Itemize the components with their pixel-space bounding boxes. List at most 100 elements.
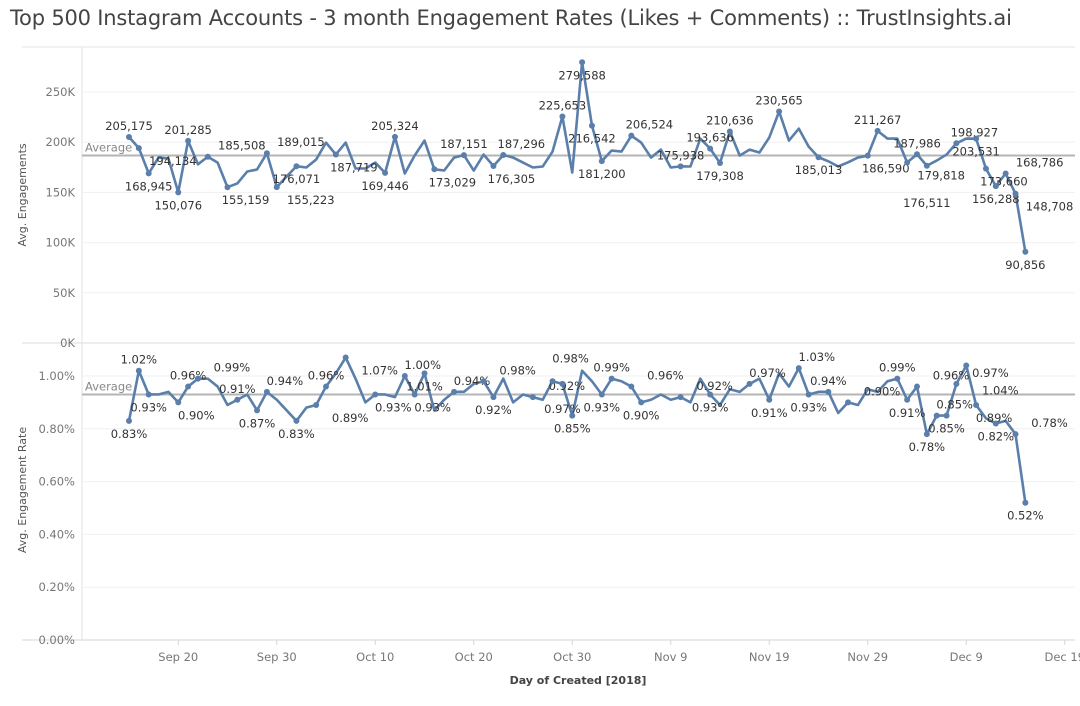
engagement-rate-point: [608, 375, 615, 382]
engagement-rate-point: [805, 391, 812, 398]
engagement-rate-point: [323, 383, 329, 390]
engagement-rate-data-label: 0.93%: [414, 400, 451, 414]
engagement-rate-point: [559, 380, 566, 387]
engagement-rate-point: [194, 375, 201, 382]
x-tick-label: Nov 9: [654, 650, 687, 664]
engagement-rate-point: [628, 383, 635, 390]
engagements-point: [923, 162, 930, 169]
chart-title: Top 500 Instagram Accounts - 3 month Eng…: [10, 6, 1012, 30]
engagements-point: [677, 163, 684, 170]
engagements-data-label: 187,719: [330, 161, 378, 175]
engagement-rate-data-label: 0.52%: [1007, 509, 1044, 523]
x-tick-label: Dec 19: [1044, 650, 1080, 664]
engagements-point: [973, 135, 980, 142]
engagements-data-label: 181,200: [578, 167, 626, 181]
engagements-point: [1012, 190, 1019, 197]
engagements-point: [598, 158, 605, 165]
y-axis-title: Avg. Engagements: [16, 143, 29, 247]
engagement-rate-data-label: 1.02%: [121, 353, 158, 367]
engagements-data-label: 168,945: [125, 179, 173, 193]
engagement-rate-point: [638, 399, 645, 406]
engagement-rate-data-label: 0.97%: [544, 402, 581, 416]
engagements-data-label: 205,175: [105, 119, 153, 133]
engagement-rate-data-label: 0.93%: [790, 400, 827, 414]
engagement-rate-data-label: 1.00%: [405, 358, 442, 372]
engagement-rate-point: [421, 370, 428, 377]
engagement-rate-data-label: 1.07%: [361, 364, 398, 378]
engagement-rate-point: [904, 396, 911, 403]
engagement-rate-data-label: 0.90%: [864, 384, 901, 398]
engagement-rate-data-label: 1.04%: [982, 383, 1019, 397]
engagement-rate-data-label: 0.97%: [749, 366, 786, 380]
y-tick-label: 0.80%: [38, 422, 75, 436]
x-tick-label: Sep 30: [257, 650, 297, 664]
engagement-rate-data-label: 0.83%: [278, 427, 315, 441]
engagements-data-label: 90,856: [1005, 258, 1045, 272]
engagements-data-label: 230,565: [755, 94, 803, 108]
engagement-rate-data-label: 1.01%: [406, 379, 443, 393]
y-tick-label: 0.00%: [38, 633, 75, 647]
engagement-rate-line: [127, 356, 1027, 503]
engagement-rate-point: [845, 399, 852, 406]
engagement-rate-point: [923, 431, 930, 438]
engagement-rate-data-label: 0.91%: [751, 406, 788, 420]
engagements-point: [145, 170, 152, 177]
engagements-data-label: 189,015: [277, 135, 325, 149]
engagements-data-label: 156,288: [972, 192, 1020, 206]
engagements-point: [332, 151, 339, 158]
engagements-point: [559, 113, 566, 120]
engagements-data-label: 176,071: [273, 172, 321, 186]
engagements-point: [224, 184, 231, 191]
engagement-rate-point: [795, 365, 802, 372]
engagement-rate-point: [185, 383, 192, 390]
engagement-rate-point: [746, 380, 753, 387]
engagement-rate-data-label: 0.82%: [978, 430, 1015, 444]
engagement-rate-point: [342, 354, 349, 361]
engagement-rate-point: [234, 396, 241, 403]
engagement-rate-point: [145, 391, 152, 398]
engagement-rate-point: [372, 391, 379, 398]
engagement-rate-point: [254, 407, 261, 414]
engagement-rate-point: [677, 394, 684, 401]
engagement-rate-point: [598, 391, 605, 398]
engagement-rate-data-label: 0.92%: [549, 379, 586, 393]
engagements-point: [815, 154, 822, 161]
engagement-rate-data-label: 0.99%: [214, 361, 251, 375]
engagement-rate-data-label: 0.93%: [375, 400, 412, 414]
engagements-data-label: 225,653: [539, 98, 587, 112]
engagements-point: [717, 159, 723, 166]
engagement-rate-point: [490, 394, 497, 401]
engagements-point: [982, 165, 989, 172]
engagement-rate-data-label: 0.85%: [936, 398, 973, 412]
engagement-rate-point: [135, 367, 142, 374]
engagement-rate-point: [933, 412, 940, 419]
y-tick-label: 150K: [46, 185, 76, 199]
engagements-data-label: 179,308: [696, 169, 744, 183]
engagement-rate-data-label: 0.97%: [972, 366, 1009, 380]
x-tick-label: Sep 20: [158, 650, 198, 664]
engagement-rate-data-label: 0.93%: [584, 400, 621, 414]
engagement-rate-point: [766, 396, 773, 403]
engagements-data-label: 187,296: [498, 137, 546, 151]
engagements-point: [175, 189, 182, 196]
x-tick-label: Oct 30: [553, 650, 591, 664]
y-axis-title: Avg. Engagement Rate: [16, 427, 29, 553]
x-tick-label: Oct 20: [455, 650, 493, 664]
engagement-rate-data-labels: 0.83%1.02%0.93%0.90%0.96%0.99%0.91%0.87%…: [111, 350, 1068, 523]
engagements-point: [588, 122, 595, 129]
engagement-rate-data-label: 0.94%: [267, 374, 304, 388]
x-axis-title: Day of Created [2018]: [510, 674, 647, 687]
engagement-rate-data-label: 0.83%: [111, 427, 148, 441]
engagements-line: [128, 60, 1027, 252]
engagement-rate-point: [549, 378, 556, 385]
engagements-point: [185, 137, 192, 144]
engagements-data-label: 187,151: [440, 137, 488, 151]
engagements-point: [391, 133, 398, 140]
engagements-point: [579, 59, 586, 66]
engagements-data-label: 201,285: [164, 123, 212, 137]
engagement-rate-point: [914, 383, 920, 390]
y-tick-label: 0K: [60, 336, 75, 350]
engagements-point: [273, 184, 280, 191]
engagement-rate-point: [973, 402, 980, 409]
